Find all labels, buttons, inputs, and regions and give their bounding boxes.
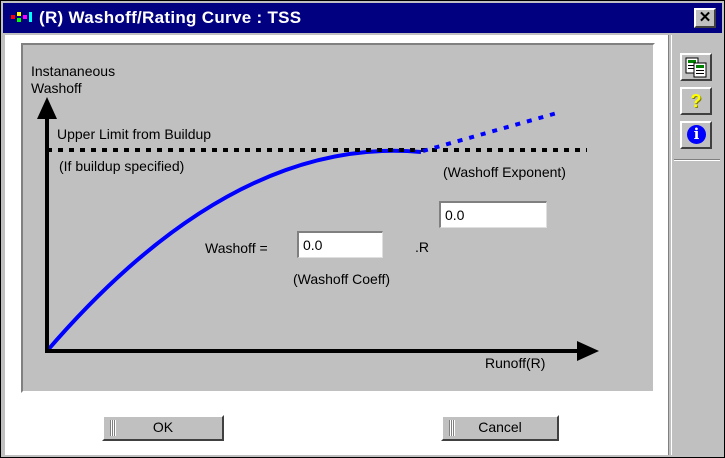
upper-limit-label: Upper Limit from Buildup — [57, 126, 212, 142]
cancel-button-label: Cancel — [478, 419, 522, 435]
help-button[interactable]: ? — [680, 87, 712, 115]
rating-curve-panel: Instananeous Washoff Upper Limit from Bu… — [21, 43, 655, 393]
ok-button[interactable]: OK — [102, 415, 224, 441]
y-axis-label-line2: Washoff — [31, 80, 82, 96]
y-axis-label-line1: Instananeous — [31, 63, 116, 79]
side-toolbar: ? i — [671, 35, 723, 455]
upper-limit-sublabel: (If buildup specified) — [59, 158, 185, 174]
close-icon: ✕ — [698, 9, 712, 26]
equation-suffix: .R — [415, 239, 429, 255]
info-icon — [687, 125, 706, 144]
x-axis-label: Runoff(R) — [485, 355, 546, 371]
app-icon — [11, 12, 32, 22]
washoff-coeff-input[interactable] — [297, 231, 383, 258]
info-button[interactable]: i — [680, 121, 712, 149]
x-axis-arrow — [577, 341, 599, 361]
button-grip-icon — [449, 420, 455, 436]
copy-button[interactable] — [680, 53, 712, 81]
copy-icon — [685, 57, 707, 78]
close-button[interactable]: ✕ — [694, 8, 716, 28]
window-title: (R) Washoff/Rating Curve : TSS — [39, 8, 302, 27]
info-icon-glyph: i — [693, 125, 700, 143]
washoff-equation-label: Washoff = — [205, 240, 268, 256]
cancel-button[interactable]: Cancel — [441, 415, 559, 441]
help-icon: ? — [690, 91, 702, 111]
toolbar-divider — [674, 159, 720, 161]
button-grip-icon — [110, 420, 116, 436]
washoff-exponent-label: (Washoff Exponent) — [443, 164, 566, 180]
ok-button-label: OK — [152, 419, 174, 435]
rating-curve-graph — [37, 97, 599, 361]
title-bar[interactable]: (R) Washoff/Rating Curve : TSS ✕ — [3, 3, 722, 33]
curve-extension — [422, 111, 558, 153]
y-axis-arrow — [37, 97, 57, 119]
washoff-exponent-input[interactable] — [439, 201, 547, 228]
dialog-content: Instananeous Washoff Upper Limit from Bu… — [5, 35, 669, 455]
washoff-coeff-label: (Washoff Coeff) — [293, 271, 391, 287]
